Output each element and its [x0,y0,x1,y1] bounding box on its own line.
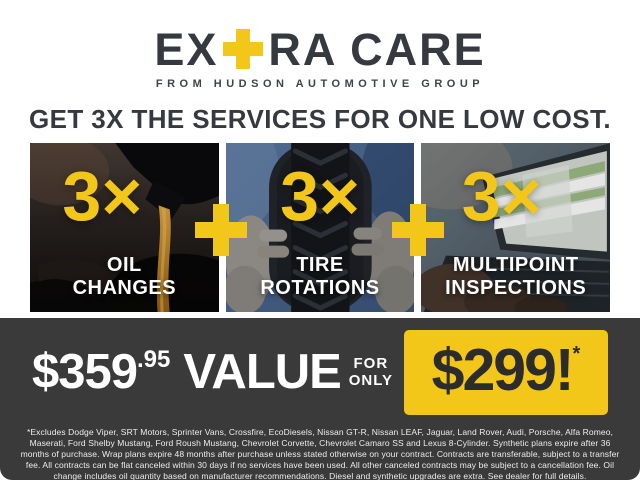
multiplier-text: 3× [461,157,542,235]
offer-band: $359.95 VALUE FOR ONLY $299!* *Excludes D… [0,318,640,480]
for-only-label: FOR ONLY [348,354,393,389]
service-panels-row: 3× OIL CHANGES [30,143,611,312]
service-panel-oil-changes: 3× OIL CHANGES [30,143,219,312]
multiplier-text: 3× [62,157,143,235]
plus-icon [195,204,247,256]
service-label-multipoint-inspections: MULTIPOINT INSPECTIONS [445,253,587,300]
price-row: $359.95 VALUE FOR ONLY $299!* [32,318,608,420]
plus-icon [392,204,444,256]
value-text: $359.95 VALUE [32,344,342,399]
price-text: $299!* [431,336,581,403]
headline: GET 3X THE SERVICES FOR ONE LOW COST. [28,104,612,134]
value-dollars: $359 [32,344,138,399]
logo-text-suffix: RA CARE [268,23,486,75]
value-cents: .95 [137,345,171,373]
multiplier-text: 3× [280,157,360,235]
brand-logo: EX RA CARE [0,24,640,74]
logo-text-prefix: EX [154,23,219,75]
tire-hold-image [225,143,415,312]
brand-tagline: FROM HUDSON AUTOMOTIVE GROUP [155,78,485,90]
price-box: $299!* [404,329,608,415]
value-word: VALUE [183,344,341,399]
service-panel-multipoint-inspections: 3× MULTIPOINT INSPECTIONS [421,143,611,312]
price-asterisk: * [572,342,581,365]
logo-plus-icon [223,29,264,69]
service-panel-tire-rotations: 3× TIRE ROTATIONS [225,143,415,312]
service-label-oil-changes: OIL CHANGES [72,253,177,300]
disclaimer-text: *Excludes Dodge Viper, SRT Motors, Sprin… [20,427,620,480]
oil-pour-image [30,143,219,312]
service-label-tire-rotations: TIRE ROTATIONS [260,253,380,300]
laptop-inspection-image [421,143,611,312]
